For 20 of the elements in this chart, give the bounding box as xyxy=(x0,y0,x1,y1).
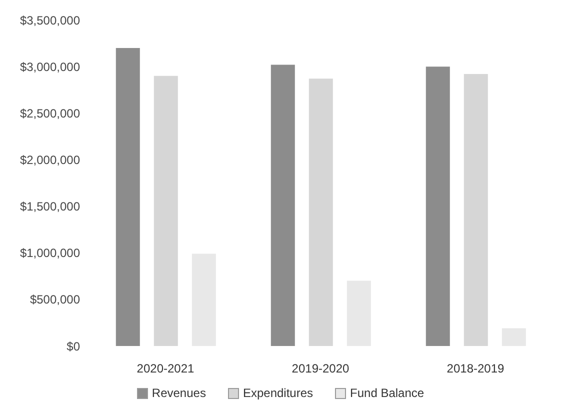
y-tick-label: $2,000,000 xyxy=(20,152,80,167)
y-tick-label: $500,000 xyxy=(30,292,80,307)
bar xyxy=(116,48,140,346)
legend-label: Expenditures xyxy=(242,386,314,400)
y-tick-label: $2,500,000 xyxy=(20,106,80,120)
y-tick-label: $3,500,000 xyxy=(20,13,80,28)
legend-label: Revenues xyxy=(152,386,206,400)
legend-label: Fund Balance xyxy=(350,386,424,400)
bar xyxy=(154,76,178,346)
bar xyxy=(426,66,450,346)
bar xyxy=(308,78,333,346)
y-tick-label: $3,000,000 xyxy=(20,60,80,74)
y-tick-label: $0 xyxy=(66,339,80,354)
y-tick-label: $1,000,000 xyxy=(20,246,80,260)
x-tick-label: 2020-2021 xyxy=(136,362,195,376)
x-tick-label: 2018-2019 xyxy=(446,362,505,376)
x-tick-label: 2019-2020 xyxy=(292,362,350,376)
bar xyxy=(464,74,488,346)
bar xyxy=(270,64,295,346)
y-tick-label: $1,500,000 xyxy=(20,200,80,214)
